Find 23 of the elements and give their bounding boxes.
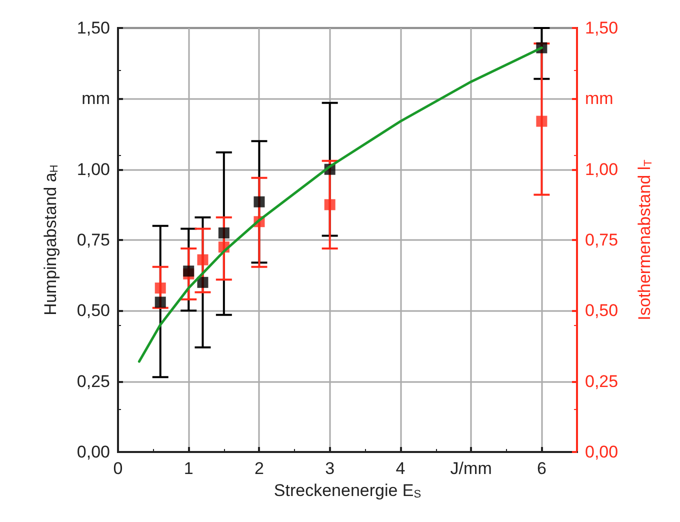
y-tick-label: 0,75 [76,230,110,250]
y2-tick-label: 0,50 [585,301,618,320]
y2-tick-label: 0,75 [585,230,618,250]
x-tick-label: 2 [254,459,264,478]
y-tick-label: 1,50 [76,18,110,38]
x-tick-label: J/mm [450,459,492,478]
x-tick-label: 6 [536,459,546,478]
x-tick-label: 0 [113,459,123,478]
x-tick-label: 3 [325,459,335,478]
y2-tick-label: 0,25 [585,372,618,391]
y-tick-label: 1,00 [76,160,110,179]
y2-tick-label: 1,50 [585,18,618,38]
y2-axis-title: Isothermenabstand lT [635,159,654,320]
x-tick-label: 1 [184,459,194,478]
y2-tick-label: 0,00 [585,442,618,462]
x-tick-label: 4 [396,459,406,478]
y2-tick-label: mm [585,89,614,108]
y-tick-label: 0,50 [76,301,110,320]
y-tick-label: mm [82,89,110,108]
y-axis-title: Humpingabstand aH [41,164,60,316]
y-tick-label: 0,25 [76,372,110,391]
y2-tick-label: 1,00 [585,160,618,179]
y-tick-label: 0,00 [76,442,110,462]
